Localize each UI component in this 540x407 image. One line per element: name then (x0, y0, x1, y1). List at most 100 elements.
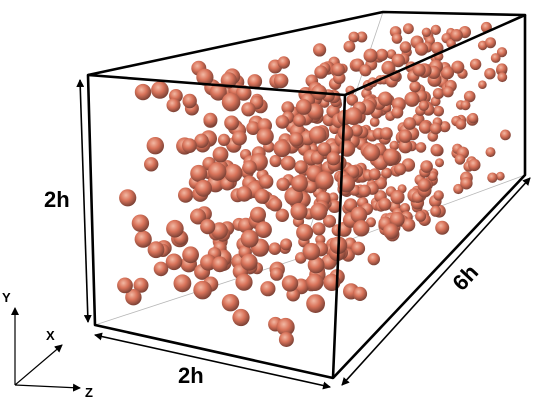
particle (391, 33, 403, 44)
particle (398, 139, 413, 154)
particle (326, 151, 341, 166)
particle (224, 115, 240, 131)
particle (212, 146, 229, 163)
particle (178, 187, 194, 203)
particle (399, 41, 412, 53)
particle (294, 160, 308, 174)
particle (391, 106, 404, 119)
particle (194, 133, 209, 148)
particle (200, 219, 216, 235)
particle (440, 66, 454, 80)
particle (273, 73, 289, 89)
particle (412, 63, 426, 77)
particle (469, 58, 482, 70)
particle (260, 281, 276, 297)
particle (331, 63, 345, 77)
particle (467, 112, 479, 124)
particle (232, 308, 250, 327)
particle (166, 219, 184, 238)
particle (390, 190, 405, 205)
particle (241, 102, 256, 117)
particle (420, 160, 433, 173)
particle (278, 332, 294, 347)
particle (182, 246, 200, 264)
particle (344, 107, 363, 125)
particle (430, 24, 441, 35)
particle (375, 48, 389, 62)
particle (378, 197, 392, 211)
z-axis-arrow (14, 383, 81, 392)
particle (281, 101, 295, 114)
particle (455, 118, 467, 130)
particle (432, 88, 444, 100)
particle (217, 133, 231, 146)
particle (430, 143, 443, 157)
particle (247, 74, 263, 89)
particle (131, 214, 150, 232)
particle (280, 238, 293, 251)
particle (478, 80, 487, 89)
particle (254, 188, 270, 204)
particle (409, 81, 421, 93)
particle (348, 31, 360, 43)
particle (433, 190, 444, 201)
particle (295, 99, 312, 115)
particle (343, 40, 356, 53)
particle (231, 130, 247, 146)
height-label: 2h (44, 187, 70, 212)
particle (276, 317, 295, 337)
particle (182, 93, 197, 109)
particle (391, 53, 405, 68)
particle (358, 184, 371, 198)
particle (134, 230, 152, 248)
x-axis-arrow (14, 344, 63, 386)
particle (277, 56, 290, 69)
particle (442, 86, 454, 98)
particle (350, 124, 363, 137)
particle (485, 37, 496, 49)
particle (487, 172, 498, 183)
particle (356, 31, 368, 43)
particle (363, 48, 378, 63)
particle (389, 140, 400, 151)
particle (307, 256, 325, 274)
particle (203, 112, 218, 127)
particle (270, 267, 284, 281)
particle (346, 94, 359, 106)
particle (314, 65, 328, 79)
particle (289, 132, 304, 147)
particle (415, 210, 427, 222)
particle (394, 163, 407, 176)
particle (255, 221, 272, 238)
particle (293, 114, 306, 127)
particle (275, 208, 289, 222)
particle (323, 214, 336, 228)
height-arrow (76, 79, 92, 323)
particle (190, 208, 206, 225)
width-label: 2h (178, 363, 204, 388)
particle (246, 121, 260, 135)
particle (328, 192, 339, 203)
particle (280, 155, 296, 171)
particle (193, 280, 212, 300)
particle (165, 253, 183, 271)
particle (224, 163, 243, 183)
particle (497, 72, 508, 83)
particle (134, 83, 152, 101)
particle (317, 142, 332, 157)
particle (209, 83, 227, 101)
particle (451, 60, 465, 74)
particle (353, 220, 370, 237)
dimensions (76, 79, 531, 390)
particle (269, 154, 282, 168)
particle (414, 42, 429, 56)
particle (235, 85, 252, 101)
particle (415, 142, 427, 153)
particle (381, 60, 396, 75)
particle (490, 53, 501, 63)
particle (196, 68, 214, 86)
particle (382, 148, 400, 165)
particle (367, 252, 380, 266)
particle (308, 126, 327, 144)
